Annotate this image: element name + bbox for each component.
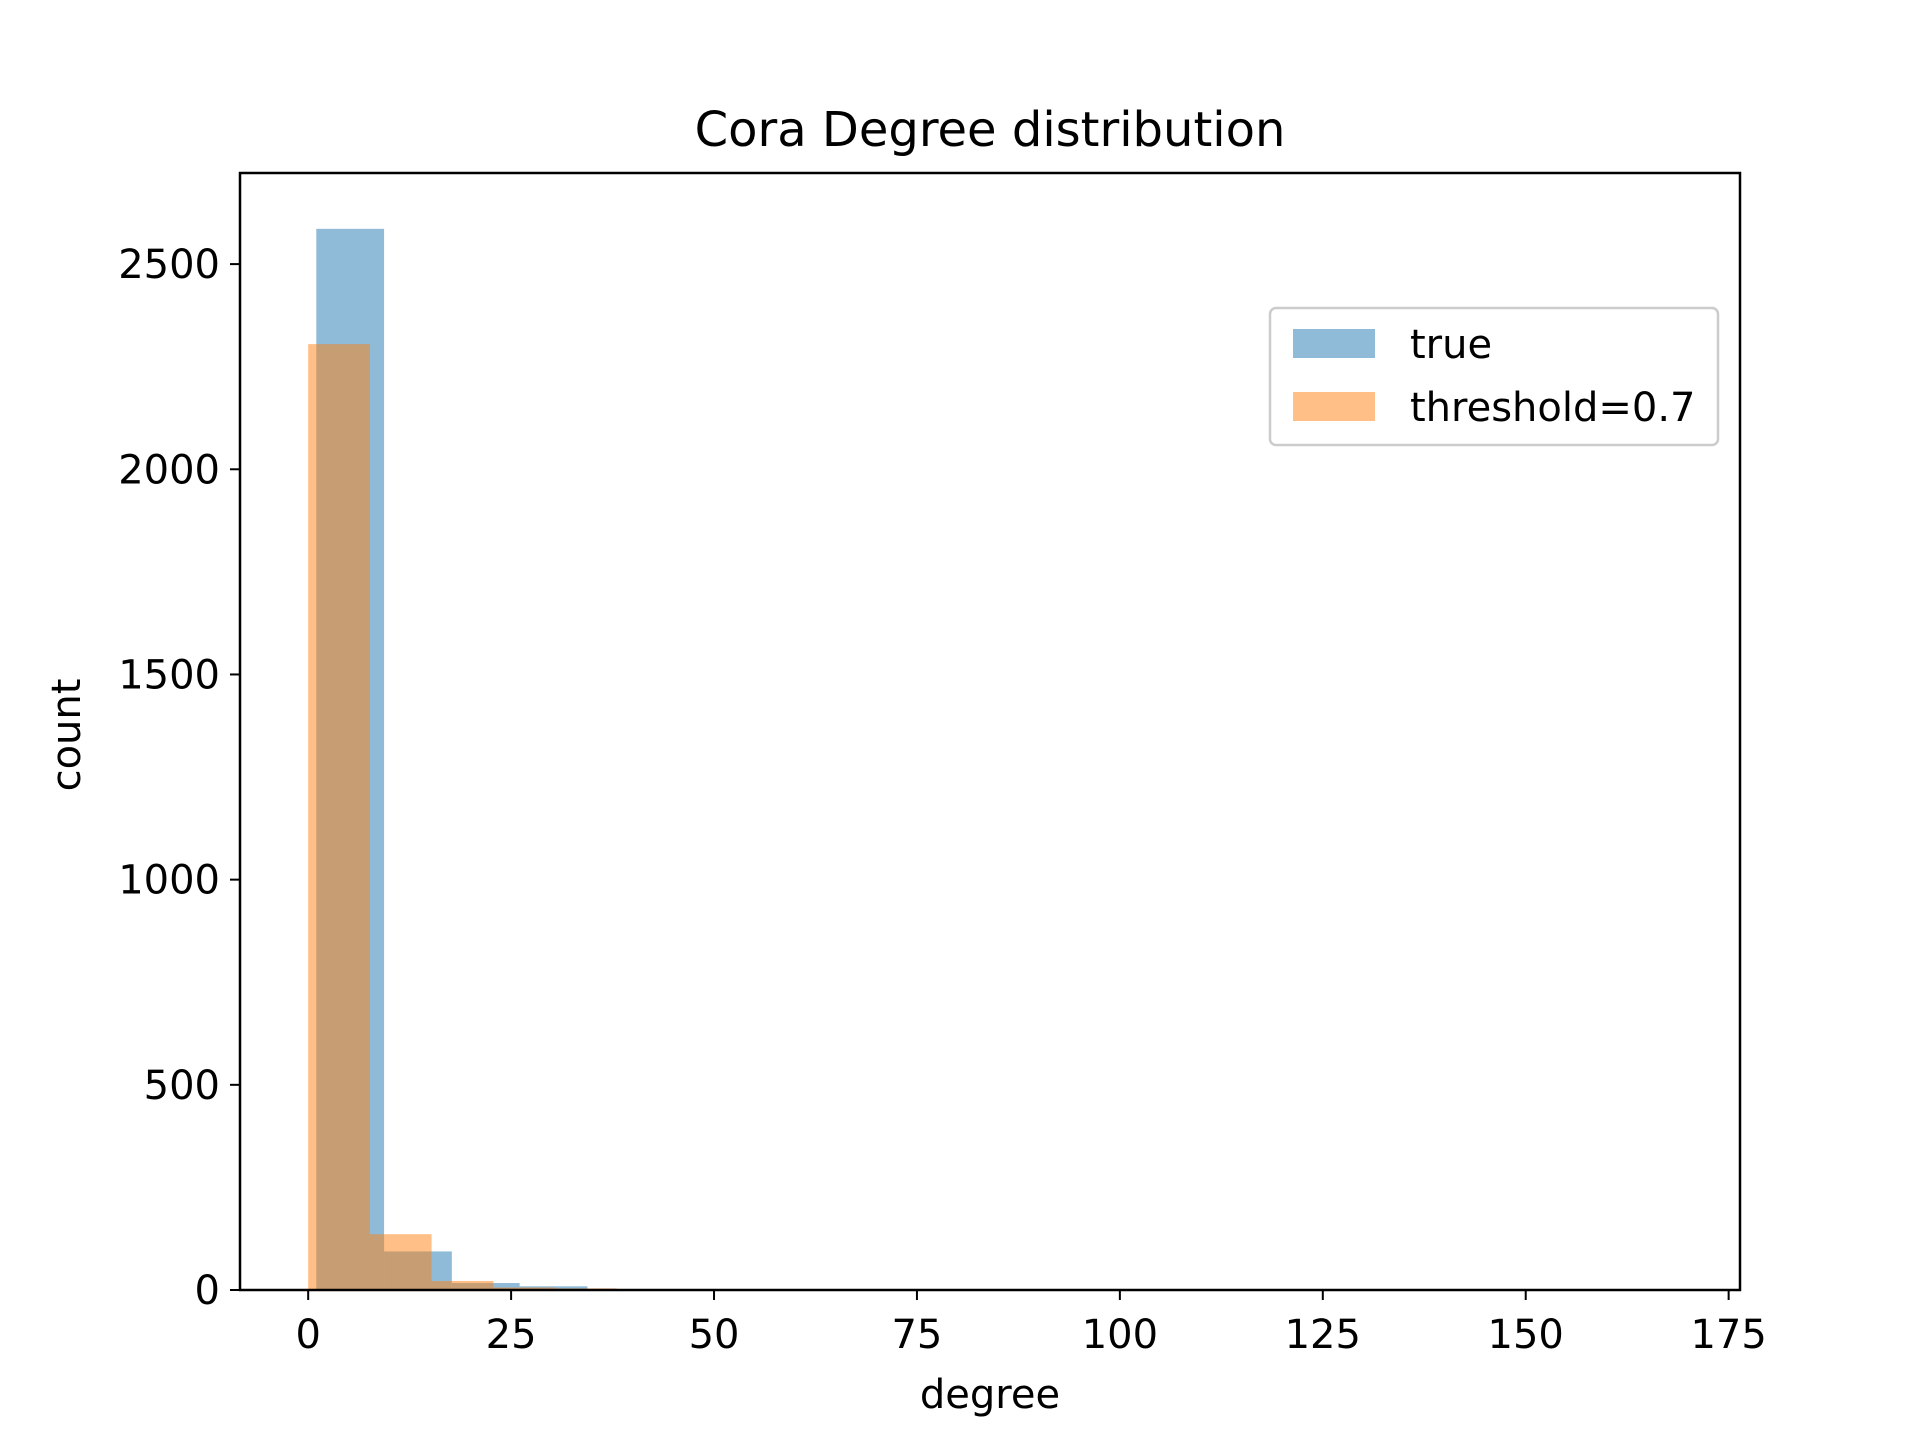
x-tick-label-1: 25: [486, 1312, 537, 1358]
y-tick-label-0: 0: [195, 1268, 220, 1314]
x-axis-label: degree: [920, 1372, 1060, 1418]
x-tick-label-4: 100: [1082, 1312, 1158, 1358]
x-tick-label-2: 50: [689, 1312, 740, 1358]
legend-label-1: threshold=0.7: [1410, 385, 1696, 431]
bar-series-1-bin-0: [308, 344, 370, 1290]
x-tick-label-0: 0: [295, 1312, 320, 1358]
x-tick-label-3: 75: [891, 1312, 942, 1358]
legend-box: [1268, 306, 1720, 447]
x-axis-ticks: 0 25 50 75 100 125 150 175: [295, 1290, 1767, 1358]
x-tick-label-7: 175: [1690, 1312, 1766, 1358]
bar-series-1-bin-2: [431, 1280, 494, 1290]
legend-swatch-1: [1293, 392, 1375, 421]
legend-swatch-0: [1293, 329, 1375, 358]
chart-title: Cora Degree distribution: [695, 102, 1286, 158]
y-axis-ticks: 0 500 1000 1500 2000 2500: [118, 242, 240, 1314]
y-tick-label-3: 1500: [118, 652, 220, 698]
legend-label-0: true: [1410, 322, 1492, 368]
bar-series-1-bin-1: [369, 1234, 432, 1290]
axes-frame: [238, 171, 1742, 1292]
x-tick-label-5: 125: [1285, 1312, 1361, 1358]
y-tick-label-1: 500: [144, 1063, 220, 1109]
histogram-bars: [308, 228, 1672, 1290]
y-tick-label-2: 1000: [118, 858, 220, 904]
x-tick-label-6: 150: [1488, 1312, 1564, 1358]
y-tick-label-5: 2500: [118, 242, 220, 288]
y-axis-label: count: [44, 679, 90, 792]
y-tick-label-4: 2000: [118, 447, 220, 493]
legend: true threshold=0.7: [1268, 306, 1720, 447]
